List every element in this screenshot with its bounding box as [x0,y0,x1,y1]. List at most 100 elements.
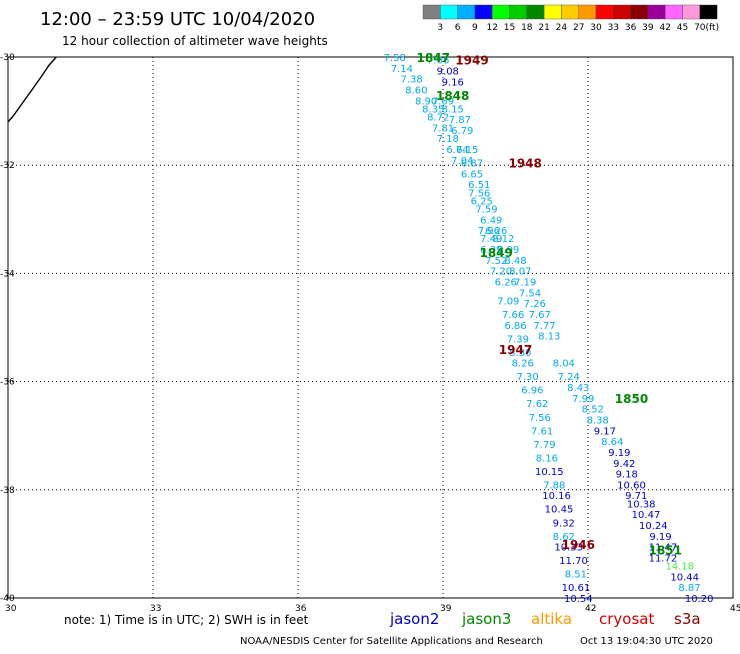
swh-value: 9.16 [442,77,464,88]
legend-swatch [630,4,649,20]
legend-swatch [613,4,631,20]
swh-value: 9.32 [553,518,575,529]
swh-value: 7.56 [468,188,490,199]
legend-swatch [543,4,562,20]
x-tick-label: 36 [295,604,307,614]
swh-value: 7.39 [507,334,529,345]
plot-frame [7,56,734,599]
swh-value: 10.33 [554,543,583,554]
swh-value: 10.44 [670,572,699,583]
swh-value: 8.07 [509,267,531,278]
y-tick-label: -40 [0,594,15,604]
satellite-jason3: jason3 [461,610,511,628]
swh-value: 6.65 [461,169,483,180]
y-tick-label: -38 [0,486,15,496]
legend-label: 3 [437,23,443,33]
legend-swatch [578,4,597,20]
legend-swatch [509,4,527,20]
legend-swatch [699,4,718,20]
swh-value: 6.96 [521,386,543,397]
swh-value: 6.15 [456,145,478,156]
coastline [7,56,57,123]
legend-swatch [474,4,493,20]
swh-value: 9.19 [608,448,630,459]
swh-value: 7.99 [572,394,594,405]
swh-value: 7.79 [533,440,555,451]
x-tick-label: 45 [730,604,740,614]
footer-note: note: 1) Time is in UTC; 2) SWH is in fe… [64,613,309,627]
swh-value: 10.60 [617,480,646,491]
page-title: 12:00 – 23:59 UTC 10/04/2020 [40,9,315,30]
swh-value: 7.87 [449,115,471,126]
satellite-jason2: jason2 [389,610,439,628]
swh-value: 8.90 [415,96,437,107]
swh-value: 8.48 [504,256,526,267]
swh-value: 6.51 [468,180,490,191]
swh-value: 7.58 [384,53,406,64]
legend-label: 36 [625,23,637,33]
swh-value: 6.86 [504,321,526,332]
swh-value: 8.72 [427,113,449,124]
legend-label: 45 [677,23,688,33]
legend-swatch [440,4,458,20]
legend-label: 15 [504,23,515,33]
swh-value: 7.52 [485,256,507,267]
swh-value: 7.59 [475,205,497,216]
swh-value: 8.12 [492,234,514,245]
swh-value: 10.20 [685,594,714,605]
legend-label: 27 [573,23,584,33]
swh-value: 10.47 [632,510,661,521]
swh-value: 10.16 [542,491,571,502]
color-legend: 3 6 9 12 15 18 21 24 27 30 33 36 39 42 45 70 (ft) [422,4,720,33]
legend-unit: (ft) [706,23,720,33]
legend-label: 30 [590,23,602,33]
swh-value: 10.24 [639,521,668,532]
plot-area: 30 33 36 39 42 45-30-32-34-36-38-40 7.587.147… [0,51,740,614]
swh-value: 7.96 [478,226,500,237]
swh-value: 6.49 [480,215,502,226]
swh-value: 7.62 [526,399,548,410]
swh-value: 7.61 [531,426,553,437]
swh-value: 6.25 [471,196,493,207]
legend-swatch [665,4,683,20]
swh-value: 7.66 [502,310,524,321]
pass-label: 1949 [455,54,488,68]
swh-value: 6.79 [451,126,473,137]
x-tick-label: 39 [440,604,452,614]
swh-value: 7.69 [432,96,454,107]
swh-value: 8.15 [442,104,464,115]
swh-value: 11.72 [649,553,678,564]
satellite-s3a: s3a [674,610,701,628]
y-tick-label: -30 [0,53,15,63]
pass-label: 1947 [499,343,532,357]
pass-label: 1948 [508,157,541,171]
swh-value: 8.87 [678,583,700,594]
satellite-altika: altika [531,610,572,628]
legend-label: 9 [472,23,478,33]
swh-value: 7.26 [524,299,546,310]
swh-value: 6.39 [480,245,502,256]
legend-swatch [422,4,441,20]
swh-value: 8.38 [587,416,609,427]
legend-swatch [492,4,510,20]
swh-value: 10.61 [562,583,591,594]
tick-labels: 30 33 36 39 42 45 -30 -32 -34 -36 -38 -40 [0,53,740,614]
legend-swatch [526,4,545,20]
x-tick-label: 42 [585,604,596,614]
swh-value: 6.26 [495,278,517,289]
swh-value: 7.81 [432,123,454,134]
grid-lines [8,57,733,598]
swh-value: 7.30 [516,372,538,383]
y-tick-label: -36 [0,378,15,388]
pass-label: 1850 [615,392,648,406]
swh-value: 8.04 [553,359,575,370]
legend-label: 70 [694,23,706,33]
legend-swatch [561,4,579,20]
swh-value: 10.54 [564,594,593,605]
page-subtitle: 12 hour collection of altimeter wave hei… [62,34,328,48]
swh-value: 10.38 [627,499,656,510]
legend-label: 6 [455,23,461,33]
swh-value: 7.38 [400,75,422,86]
legend-label: 18 [521,23,533,33]
footer-credit: NOAA/NESDIS Center for Satellite Applica… [240,636,543,647]
